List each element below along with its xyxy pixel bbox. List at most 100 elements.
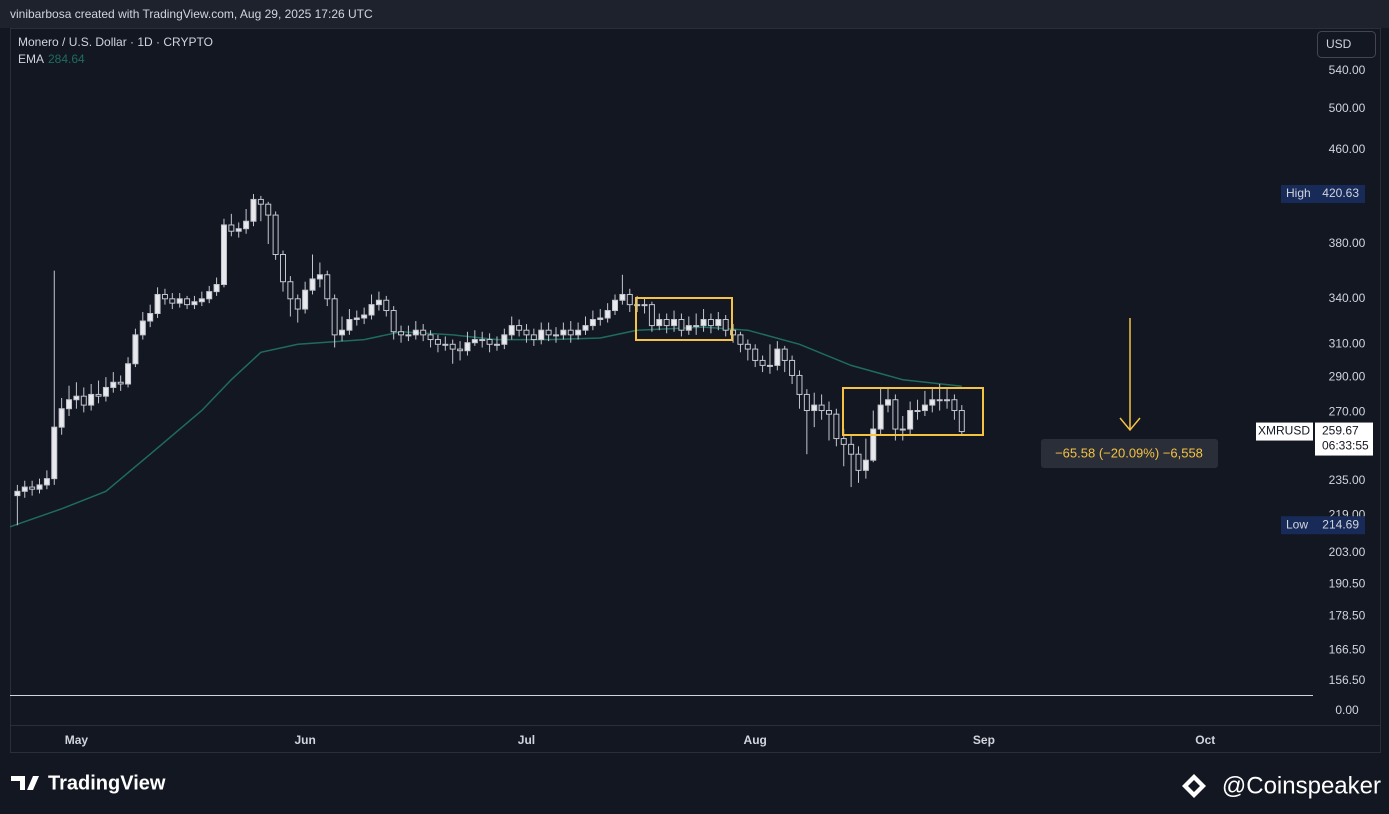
candle-body: [154, 293, 161, 315]
lower-pane-tick-label: 0.00: [1335, 703, 1359, 717]
candle-body: [641, 304, 648, 307]
candle-body: [43, 478, 50, 486]
candle-body: [272, 214, 279, 256]
candle-body: [51, 426, 58, 480]
candle-body: [811, 404, 818, 412]
candle-body: [612, 299, 619, 312]
attribution: vinibarbosa created with TradingView.com…: [10, 7, 373, 21]
y-tick-label: 235.00: [1329, 473, 1366, 487]
candle-body: [530, 334, 537, 341]
candle-body: [58, 408, 65, 428]
candle-body: [899, 428, 906, 431]
candle-body: [825, 410, 832, 415]
candle-body: [147, 313, 154, 322]
plot-area: [9, 193, 965, 528]
candle-body: [707, 319, 714, 327]
candle-body: [619, 293, 626, 301]
candle-body: [700, 319, 707, 327]
candle-body: [257, 198, 264, 205]
chart-frame: [10, 28, 1381, 753]
candle-body: [921, 404, 928, 412]
candle-body: [265, 203, 272, 216]
brand: TradingView: [48, 772, 166, 794]
candle-body: [80, 395, 87, 406]
candle-body: [14, 490, 21, 497]
candle-body: [907, 410, 914, 430]
candle-body: [302, 289, 309, 310]
currency-button[interactable]: [1317, 31, 1376, 58]
candle-body: [309, 278, 316, 291]
highlight-box: [635, 297, 733, 341]
candle-body: [722, 319, 729, 331]
candle-body: [582, 325, 589, 331]
candle-body: [471, 339, 478, 344]
candle-body: [139, 320, 146, 336]
candle-body: [685, 325, 692, 331]
candle-body: [191, 301, 198, 306]
candle-body: [516, 325, 523, 331]
measurement-box: [1041, 439, 1218, 468]
candle-body: [575, 329, 582, 336]
candle-body: [383, 299, 390, 312]
candle-body: [634, 304, 641, 307]
candle-body: [294, 298, 301, 310]
candle-body: [132, 334, 139, 365]
candle-body: [449, 343, 456, 350]
candle-body: [493, 343, 500, 346]
candle-body: [818, 404, 825, 412]
candle-body: [88, 393, 95, 406]
candle-body: [597, 317, 604, 321]
candle-body: [781, 348, 788, 361]
candle-body: [375, 299, 382, 306]
candle-body: [331, 298, 338, 336]
currency-label[interactable]: USD: [1326, 37, 1352, 51]
candle-body: [862, 459, 869, 471]
candle-body: [626, 293, 633, 306]
y-tick-label: 203.00: [1329, 545, 1366, 559]
ema-line: [9, 326, 962, 528]
candle-body: [346, 319, 353, 331]
candle-body: [840, 438, 847, 445]
candle-body: [434, 339, 441, 345]
candle-body: [766, 364, 773, 367]
candle-body: [663, 319, 670, 327]
candle-body: [560, 329, 567, 336]
candle-body: [796, 374, 803, 395]
candle-body: [848, 443, 855, 455]
candle-body: [678, 319, 685, 331]
candle-body: [914, 410, 921, 413]
candle-body: [213, 284, 220, 293]
x-tick-label: May: [65, 733, 89, 747]
candle-body: [110, 381, 117, 388]
candle-body: [538, 329, 545, 341]
measurement-label: −65.58 (−20.09%) −6,558: [1055, 445, 1203, 460]
candle-body: [125, 363, 132, 385]
candle-body: [29, 486, 36, 490]
candle-body: [117, 381, 124, 385]
y-tick-label: 166.50: [1329, 643, 1366, 657]
candle-body: [250, 198, 257, 222]
credit-icon: [1182, 774, 1206, 798]
candle-body: [66, 399, 73, 410]
candle-body: [523, 329, 530, 336]
price-marker-value: 420.63: [1322, 186, 1359, 200]
candle-body: [885, 399, 892, 406]
candle-body: [36, 484, 43, 490]
candle-body: [235, 228, 242, 232]
price-marker-label: Low: [1286, 517, 1308, 531]
candle-body: [206, 291, 213, 300]
y-tick-label: 540.00: [1329, 63, 1366, 77]
candle-body: [774, 348, 781, 366]
x-tick-label: Sep: [973, 733, 995, 747]
candle-body: [390, 310, 397, 333]
candle-body: [169, 298, 176, 304]
candle-body: [604, 310, 611, 319]
candle-body: [648, 304, 655, 327]
candle-body: [398, 331, 405, 336]
candle-body: [427, 334, 434, 341]
candle-body: [789, 359, 796, 376]
price-marker-value: 214.69: [1322, 517, 1359, 531]
candle-body: [752, 348, 759, 361]
x-tick-label: Jun: [294, 733, 315, 747]
